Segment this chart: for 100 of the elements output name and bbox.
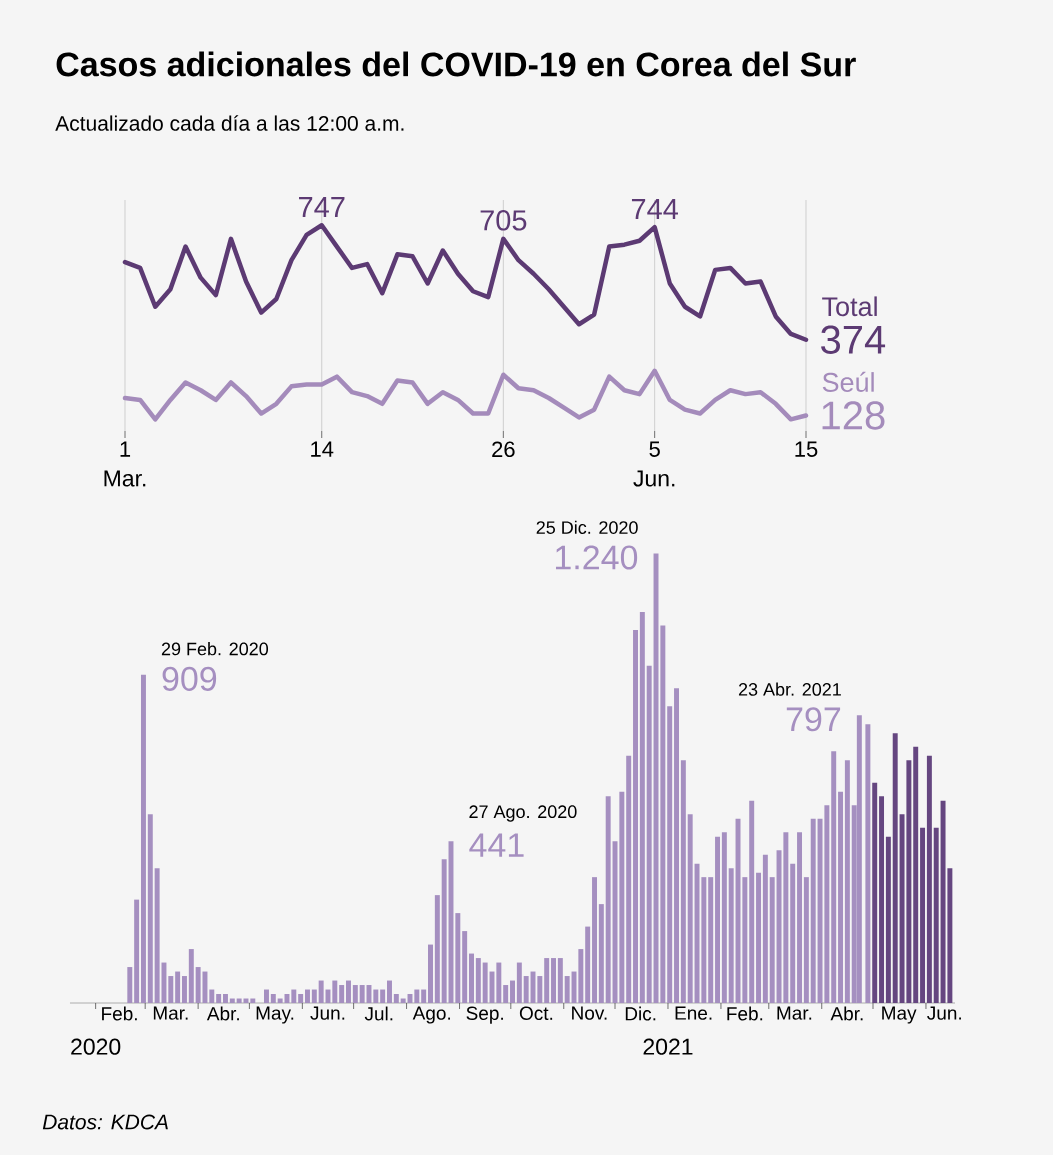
series-label: Seúl — [822, 371, 874, 392]
bar — [414, 989, 420, 1004]
x-tick-label: Ene. — [675, 1006, 712, 1020]
bar — [585, 926, 591, 1004]
annotation: 374 — [821, 325, 886, 354]
bar — [920, 827, 926, 1004]
bar — [134, 899, 140, 1004]
bar — [188, 949, 194, 1004]
chart-title: Casos adicionales del COVID-19 en Corea del Sur — [56, 51, 856, 77]
x-tick-label: Nov. — [572, 1006, 607, 1020]
bar — [387, 980, 392, 1004]
bar — [250, 998, 256, 1004]
bar — [393, 994, 399, 1004]
annotation: 744 — [631, 199, 678, 219]
bar — [462, 931, 468, 1004]
x-tick-label: 5 — [649, 441, 660, 457]
bar — [175, 971, 181, 1004]
bar — [503, 985, 509, 1004]
bar — [633, 629, 638, 1004]
bar — [332, 980, 338, 1004]
bar — [380, 989, 386, 1004]
bar — [339, 985, 345, 1004]
annotation: 909 — [162, 666, 217, 691]
x-tick-label: Feb. — [727, 1006, 763, 1021]
annotation: 25 Dic. 2020 — [536, 520, 638, 534]
bar — [856, 715, 862, 1004]
bar — [359, 985, 365, 1004]
chart-subtitle: Actualizado cada día a las 12:00 a.m. — [55, 115, 404, 131]
bar — [879, 796, 885, 1004]
x-tick-label: Feb. — [102, 1006, 137, 1021]
bar — [264, 989, 269, 1004]
bar — [223, 994, 228, 1004]
x-tick-label: 15 — [795, 441, 818, 457]
bar — [209, 989, 215, 1004]
bar — [428, 944, 433, 1004]
bar — [181, 976, 187, 1004]
bar — [469, 953, 474, 1004]
x-tick-label: Mar. — [153, 1006, 188, 1020]
x-tick-label: May — [882, 1006, 917, 1024]
bar — [639, 611, 645, 1004]
bar — [291, 989, 297, 1004]
bar — [769, 877, 775, 1004]
bar — [626, 755, 632, 1004]
text: Jun. — [633, 470, 675, 487]
bar — [516, 962, 522, 1004]
bar — [557, 958, 563, 1004]
bar — [523, 976, 529, 1004]
bar — [680, 760, 686, 1004]
bar — [803, 877, 809, 1004]
bar — [749, 800, 755, 1004]
bar — [510, 980, 515, 1004]
bar — [598, 904, 604, 1004]
bar — [298, 994, 304, 1004]
bar — [578, 949, 584, 1004]
bar — [564, 976, 570, 1004]
bar — [216, 994, 222, 1004]
text: 2021 — [643, 1038, 693, 1055]
x-tick-label: 26 — [492, 441, 515, 458]
x-tick-label: 14 — [311, 441, 334, 457]
bar — [797, 832, 803, 1004]
series-label: Total — [822, 296, 877, 317]
annotation: 23 Abr. 2021 — [738, 682, 841, 696]
bar — [872, 782, 878, 1004]
bar — [810, 818, 816, 1004]
x-tick-label: Abr. — [206, 1006, 239, 1021]
bar — [667, 706, 673, 1004]
bar — [605, 796, 611, 1004]
bar — [421, 989, 427, 1004]
bar — [790, 863, 796, 1004]
bar — [270, 994, 276, 1004]
bar — [708, 877, 714, 1004]
bar — [933, 827, 939, 1004]
x-tick-label: Jul. — [364, 1006, 393, 1021]
bar — [475, 958, 481, 1004]
bar — [844, 760, 850, 1004]
bar — [346, 980, 351, 1004]
bar — [441, 859, 447, 1004]
bar — [544, 958, 550, 1004]
bar — [885, 836, 891, 1004]
bar — [687, 814, 693, 1004]
text: Mar. — [104, 470, 146, 487]
bar — [592, 877, 597, 1004]
bar — [305, 989, 310, 1004]
bar — [311, 989, 317, 1004]
x-tick-label: May. — [256, 1006, 294, 1024]
bar — [715, 836, 720, 1004]
bar — [551, 958, 556, 1004]
annotation: 705 — [480, 210, 527, 231]
annotation: 1.240 — [555, 545, 638, 570]
bar — [352, 985, 358, 1004]
bar — [892, 733, 898, 1004]
annotation: 29 Feb. 2020 — [161, 642, 269, 656]
bar — [674, 688, 679, 1004]
annotation: 747 — [299, 197, 345, 218]
x-tick-label: Dic. — [625, 1006, 656, 1021]
annotation: 128 — [822, 401, 885, 430]
bar — [277, 998, 283, 1004]
x-tick-label: Jun. — [310, 1006, 345, 1020]
bar — [646, 665, 652, 1004]
bar — [831, 751, 837, 1004]
